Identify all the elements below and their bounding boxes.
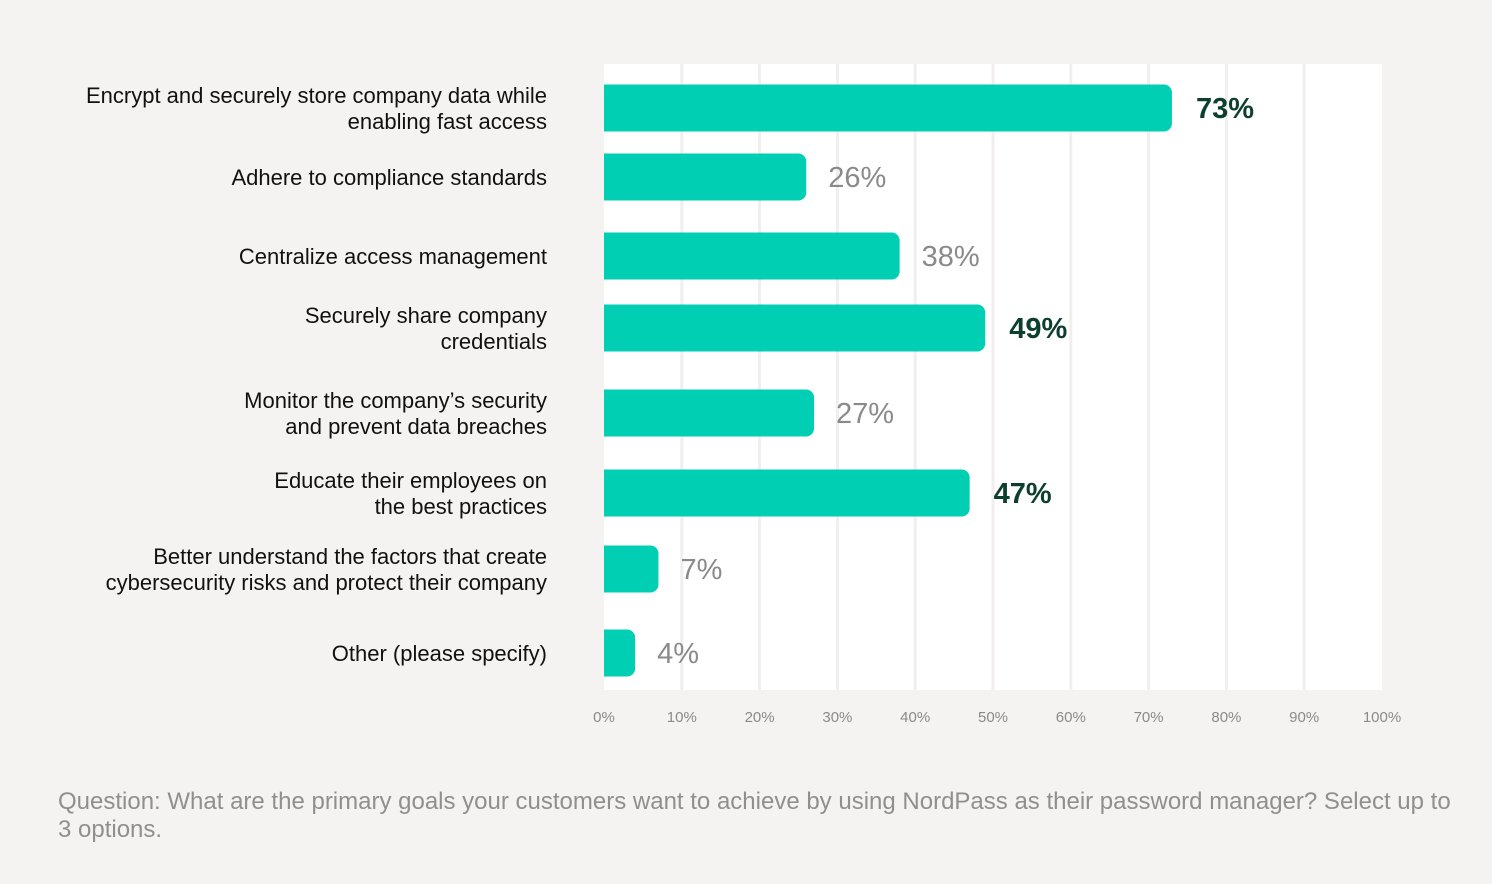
x-tick-label: 30% bbox=[822, 709, 852, 726]
survey-question: Question: What are the primary goals you… bbox=[58, 788, 1451, 843]
bar bbox=[604, 545, 659, 593]
value-label: 27% bbox=[836, 398, 894, 430]
category-label: cybersecurity risks and protect their co… bbox=[106, 570, 547, 595]
x-tick-label: 10% bbox=[667, 709, 697, 726]
bar bbox=[604, 153, 807, 201]
bar bbox=[604, 629, 636, 677]
category-label: and prevent data breaches bbox=[285, 414, 547, 439]
value-label: 4% bbox=[657, 638, 699, 670]
category-label: Educate their employees on bbox=[274, 468, 547, 493]
x-tick-label: 0% bbox=[593, 709, 615, 726]
bar-chart: 0% 10% 20% 30% 40% 50% 60% 70% 80% 90% 100% 73% Encr… bbox=[86, 64, 1401, 726]
category-label: enabling fast access bbox=[348, 109, 547, 134]
value-label: 47% bbox=[994, 478, 1052, 510]
x-tick-label: 50% bbox=[978, 709, 1008, 726]
category-label: credentials bbox=[441, 329, 547, 354]
value-label: 26% bbox=[828, 162, 886, 194]
x-tick-label: 60% bbox=[1056, 709, 1086, 726]
value-label: 7% bbox=[680, 554, 722, 586]
value-label: 49% bbox=[1009, 313, 1067, 345]
bar bbox=[604, 84, 1172, 132]
category-label: Centralize access management bbox=[239, 244, 547, 269]
bar bbox=[604, 469, 970, 517]
category-label: Better understand the factors that creat… bbox=[153, 544, 547, 569]
x-tick-label: 80% bbox=[1211, 709, 1241, 726]
bar bbox=[604, 232, 900, 280]
x-tick-label: 20% bbox=[745, 709, 775, 726]
category-label: Other (please specify) bbox=[332, 641, 547, 666]
bar bbox=[604, 389, 815, 437]
category-label: Adhere to compliance standards bbox=[231, 165, 547, 190]
x-tick-label: 90% bbox=[1289, 709, 1319, 726]
bar bbox=[604, 304, 986, 352]
category-label: Securely share company bbox=[305, 303, 547, 328]
x-tick-label: 40% bbox=[900, 709, 930, 726]
value-label: 73% bbox=[1196, 93, 1254, 125]
x-tick-label: 100% bbox=[1363, 709, 1401, 726]
category-label: the best practices bbox=[375, 494, 547, 519]
value-label: 38% bbox=[922, 241, 980, 273]
x-tick-label: 70% bbox=[1134, 709, 1164, 726]
category-label: Monitor the company’s security bbox=[244, 388, 547, 413]
category-label: Encrypt and securely store company data … bbox=[86, 83, 547, 108]
